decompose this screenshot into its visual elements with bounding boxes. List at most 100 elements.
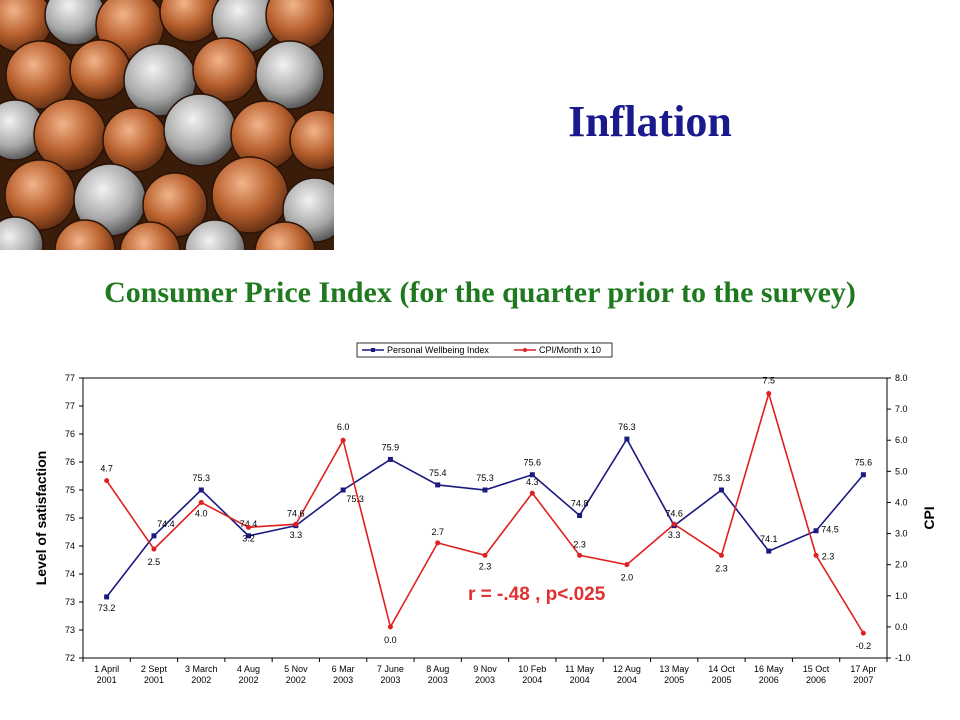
left-tick-label: 77: [65, 401, 75, 411]
x-tick-label: 16 May 2006: [754, 664, 784, 685]
wellbeing-point: [577, 512, 583, 518]
wellbeing-value-label: 75.3: [192, 473, 210, 483]
wellbeing-point: [624, 436, 630, 442]
coins-image: [0, 0, 334, 250]
left-tick-label: 74: [65, 569, 75, 579]
cpi-value-label: 2.3: [479, 561, 492, 571]
x-tick-label: 1 April 2001: [94, 664, 119, 685]
left-axis-title: Level of satisfaction: [33, 451, 49, 586]
wellbeing-value-label: 76.3: [618, 422, 636, 432]
cpi-value-label: 2.0: [621, 573, 634, 583]
left-tick-label: 73: [65, 597, 75, 607]
slide-title: Inflation: [568, 97, 732, 146]
cpi-value-label: 3.2: [242, 533, 255, 543]
wellbeing-point: [813, 528, 819, 534]
left-tick-label: 76: [65, 429, 75, 439]
cpi-point: [151, 546, 157, 552]
x-tick-label: 8 Aug 2003: [426, 664, 449, 685]
cpi-value-label: 4.3: [526, 477, 539, 487]
right-tick-label: 1.0: [895, 591, 908, 601]
left-tick-label: 77: [65, 373, 75, 383]
cpi-value-label: 2.3: [822, 551, 835, 561]
wellbeing-value-label: 75.3: [713, 473, 731, 483]
chart-series: 73.2 74.4 75.3 74.4 74.6 75.3 75.9 75.4 75.3 75.6…: [98, 376, 872, 652]
cpi-point: [435, 540, 441, 546]
legend-swatch-marker: [523, 348, 527, 352]
wellbeing-value-label: 74.4: [157, 519, 175, 529]
wellbeing-point: [718, 487, 724, 493]
cpi-value-label: 2.5: [148, 557, 161, 567]
cpi-point: [624, 562, 630, 568]
wellbeing-point: [151, 533, 157, 539]
cpi-point: [387, 624, 393, 630]
x-tick-label: 5 Nov 2002: [284, 664, 308, 685]
wellbeing-value-label: 75.9: [382, 442, 400, 452]
left-tick-label: 75: [65, 485, 75, 495]
slide-subtitle: Consumer Price Index (for the quarter pr…: [104, 276, 856, 309]
right-tick-label: 8.0: [895, 373, 908, 383]
cpi-value-label: 4.0: [195, 508, 208, 518]
cpi-point: [293, 521, 299, 527]
wellbeing-point: [766, 548, 772, 554]
wellbeing-value-label: 74.1: [760, 534, 778, 544]
right-tick-label: 4.0: [895, 497, 908, 507]
x-tick-label: 13 May 2005: [659, 664, 689, 685]
left-tick-label: 73: [65, 625, 75, 635]
cpi-value-label: 7.5: [763, 376, 776, 386]
x-tick-label: 10 Feb 2004: [518, 664, 546, 685]
legend-entry-label: CPI/Month x 10: [539, 345, 601, 355]
wellbeing-value-label: 74.6: [287, 509, 305, 519]
wellbeing-series-line: [106, 437, 864, 598]
wellbeing-point: [246, 533, 252, 539]
cpi-value-label: 3.3: [668, 530, 681, 540]
left-tick-label: 75: [65, 513, 75, 523]
x-tick-label: 6 Mar 2003: [332, 664, 355, 685]
x-tick-label: 2 Sept 2001: [141, 664, 168, 685]
right-tick-label: 5.0: [895, 466, 908, 476]
wellbeing-value-label: 75.6: [524, 458, 542, 468]
coins-photo: [0, 0, 334, 250]
cpi-point: [198, 499, 204, 505]
legend-entry-label: Personal Wellbeing Index: [387, 345, 489, 355]
cpi-point: [813, 552, 819, 558]
right-tick-label: 3.0: [895, 529, 908, 539]
wellbeing-point: [529, 472, 535, 478]
cpi-point: [529, 490, 535, 496]
x-tick-label: 9 Nov 2003: [473, 664, 497, 685]
wellbeing-value-label: 74.4: [240, 519, 258, 529]
x-tick-label: 17 Apr 2007: [850, 664, 876, 685]
wellbeing-value-label: 74.6: [665, 509, 683, 519]
x-tick-label: 3 March 2002: [185, 664, 218, 685]
cpi-point: [246, 524, 252, 530]
x-tick-label: 11 May 2004: [565, 664, 594, 685]
left-tick-label: 72: [65, 653, 75, 663]
right-tick-label: 0.0: [895, 622, 908, 632]
cpi-value-label: 2.3: [573, 539, 586, 549]
right-axis-title: CPI: [921, 506, 937, 529]
legend-swatch-marker: [371, 348, 375, 352]
right-tick-label: -1.0: [895, 653, 911, 663]
correlation-annotation: r = -.48 , p<.025: [468, 584, 606, 605]
cpi-point: [671, 521, 677, 527]
right-tick-label: 7.0: [895, 404, 908, 414]
cpi-value-label: 0.0: [384, 635, 397, 645]
wellbeing-value-label: 75.3: [346, 494, 364, 504]
wellbeing-value-label: 74.8: [571, 498, 589, 508]
wellbeing-point: [482, 487, 488, 493]
x-tick-label: 12 Aug 2004: [613, 664, 641, 685]
x-tick-label: 14 Oct 2005: [708, 664, 735, 685]
cpi-value-label: 2.3: [715, 563, 728, 573]
right-tick-label: 2.0: [895, 560, 908, 570]
cpi-value-label: 3.3: [290, 530, 303, 540]
x-tick-label: 7 June 2003: [377, 664, 404, 685]
wellbeing-value-label: 74.5: [821, 525, 839, 535]
left-tick-label: 76: [65, 457, 75, 467]
cpi-point: [577, 552, 583, 558]
wellbeing-point: [340, 487, 346, 493]
wellbeing-point: [435, 482, 441, 488]
cpi-point: [718, 552, 724, 558]
cpi-point: [766, 391, 772, 397]
cpi-point: [340, 437, 346, 443]
right-tick-label: 6.0: [895, 435, 908, 445]
x-tick-label: 15 Oct 2006: [803, 664, 830, 685]
